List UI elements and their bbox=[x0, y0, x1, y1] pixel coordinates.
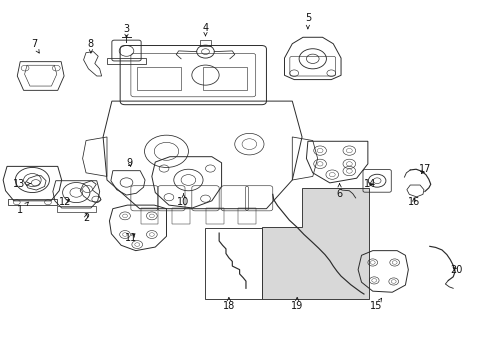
Text: 9: 9 bbox=[126, 158, 133, 168]
Text: 7: 7 bbox=[31, 40, 39, 53]
Text: 3: 3 bbox=[123, 24, 129, 37]
Text: 20: 20 bbox=[449, 265, 462, 275]
Text: 16: 16 bbox=[407, 197, 420, 207]
Text: 1: 1 bbox=[17, 202, 28, 216]
Bar bbox=[238, 208, 255, 224]
Text: 17: 17 bbox=[418, 164, 430, 174]
Text: 12: 12 bbox=[59, 197, 71, 207]
Text: 10: 10 bbox=[177, 194, 189, 207]
Bar bbox=[206, 208, 224, 224]
Text: 14: 14 bbox=[364, 179, 376, 189]
Bar bbox=[8, 199, 57, 205]
Text: 13: 13 bbox=[13, 179, 31, 189]
Text: 8: 8 bbox=[88, 40, 94, 53]
Text: 2: 2 bbox=[83, 213, 89, 222]
Bar bbox=[57, 206, 96, 212]
Bar bbox=[204, 228, 262, 299]
Bar bbox=[199, 40, 211, 46]
Text: 18: 18 bbox=[223, 297, 235, 311]
Bar bbox=[137, 67, 181, 90]
Bar bbox=[203, 67, 246, 90]
Bar bbox=[107, 58, 146, 64]
Text: 19: 19 bbox=[290, 297, 303, 311]
Bar bbox=[172, 208, 189, 224]
Text: 6: 6 bbox=[336, 184, 342, 199]
Text: 4: 4 bbox=[202, 23, 208, 36]
Polygon shape bbox=[262, 188, 368, 299]
Text: 5: 5 bbox=[304, 13, 310, 29]
Text: 11: 11 bbox=[125, 233, 137, 243]
Bar bbox=[141, 208, 158, 224]
Text: 15: 15 bbox=[369, 298, 382, 311]
